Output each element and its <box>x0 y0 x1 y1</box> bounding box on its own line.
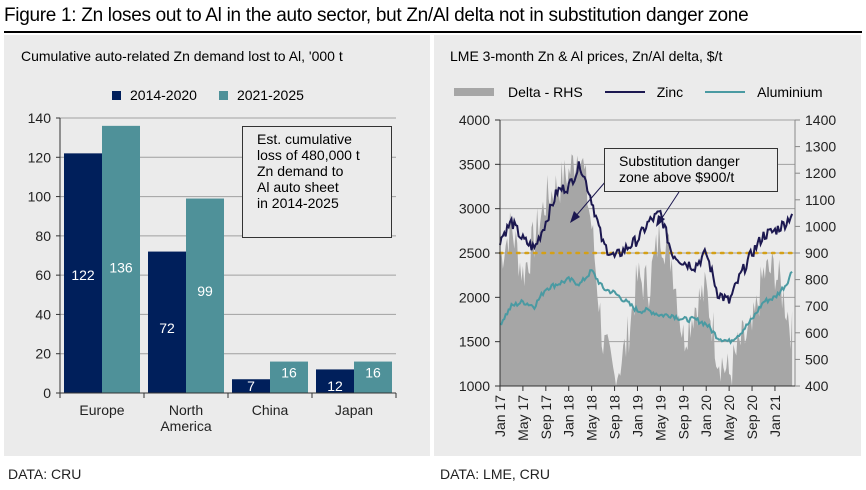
y-tick-label-right: 1100 <box>805 192 835 208</box>
y-tick-label-right: 1300 <box>805 139 836 155</box>
y-tick-label-left: 2500 <box>459 245 490 261</box>
y-tick-label-right: 1000 <box>805 218 836 234</box>
aluminium-line <box>499 269 793 345</box>
legend-swatch-aluminium <box>705 91 746 93</box>
right-legend: Delta - RHS Zinc Aluminium <box>454 84 845 100</box>
right-chart-panel: LME 3-month Zn & Al prices, Zn/Al delta,… <box>434 35 861 456</box>
bar-chart-annotation: Est. cumulative loss of 480,000 t Zn dem… <box>242 126 392 238</box>
x-tick-label: America <box>160 418 212 434</box>
zinc-line <box>499 161 794 304</box>
bar-2014-2020 <box>316 369 354 393</box>
data-label: 16 <box>281 365 297 381</box>
x-tick-label: Sep 18 <box>607 395 623 440</box>
y-tick-label: 40 <box>35 306 51 322</box>
y-tick-label-left: 3500 <box>459 156 490 172</box>
bar-2014-2020 <box>232 379 270 393</box>
y-tick-label: 140 <box>28 110 52 126</box>
bar-2021-2025 <box>186 198 224 393</box>
legend-swatch-teal <box>218 90 228 100</box>
data-label: 122 <box>71 267 95 283</box>
x-tick-label: Sep 17 <box>538 395 554 440</box>
legend-swatch-zinc <box>604 91 645 93</box>
y-tick-label-right: 700 <box>805 298 829 314</box>
left-chart-title: Cumulative auto-related Zn demand lost t… <box>21 48 343 64</box>
legend-item-2014-2020: 2014-2020 <box>112 87 197 103</box>
y-tick-label-left: 2000 <box>459 289 490 305</box>
bar-2021-2025 <box>354 361 392 393</box>
line-chart: 1000 1500 2000 2500 3000 3500 4000 400 500 600 700… <box>459 112 837 441</box>
x-tick-label: Europe <box>79 402 124 418</box>
x-tick-label: Jan 21 <box>767 395 783 437</box>
data-label: 7 <box>247 378 255 394</box>
annotation-arrow-2 <box>659 191 680 222</box>
data-label: 12 <box>327 378 343 394</box>
x-tick-label: Jan 18 <box>561 395 577 437</box>
line-chart-annotation: Substitution danger zone above $900/t <box>604 148 778 192</box>
legend-item-aluminium: Aluminium <box>705 84 823 100</box>
legend-label: 2014-2020 <box>130 87 197 103</box>
x-tick-label: Jan 17 <box>492 395 508 437</box>
bar-chart: 0 20 40 60 80 100 120 140 122 136 Europe 72 99 NorthA… <box>28 110 397 434</box>
legend-item-zinc: Zinc <box>604 84 684 100</box>
legend-label: Aluminium <box>757 84 823 100</box>
bar-2014-2020 <box>148 251 186 393</box>
x-tick-label: Japan <box>335 402 373 418</box>
legend-item-2021-2025: 2021-2025 <box>218 87 304 103</box>
legend-label: 2021-2025 <box>236 87 304 103</box>
y-tick-label-left: 1000 <box>459 378 490 394</box>
y-tick-label-right: 1200 <box>805 165 836 181</box>
annotation-arrowhead-1 <box>570 211 580 223</box>
bar-2014-2020 <box>64 153 102 393</box>
x-tick-label: Sep 19 <box>675 395 691 440</box>
y-tick-label-right: 600 <box>805 325 829 341</box>
y-tick-label: 20 <box>35 346 51 362</box>
figure-title: Figure 1: Zn loses out to Al in the auto… <box>4 5 749 26</box>
data-label: 99 <box>197 283 213 299</box>
title-rule <box>4 31 862 33</box>
y-tick-label-right: 500 <box>805 351 829 367</box>
bar-2021-2025 <box>102 125 140 393</box>
y-tick-label-right: 800 <box>805 272 829 288</box>
x-tick-label: May 20 <box>721 395 737 441</box>
right-chart-title: LME 3-month Zn & Al prices, Zn/Al delta,… <box>450 48 723 64</box>
data-label: 136 <box>109 259 133 275</box>
y-tick-label: 120 <box>28 149 52 165</box>
legend-swatch-delta <box>454 88 494 96</box>
annotation-arrowhead-2 <box>656 215 665 227</box>
x-tick-label: China <box>252 402 289 418</box>
y-tick-label: 60 <box>35 267 51 283</box>
x-tick-label: May 17 <box>515 395 531 441</box>
x-tick-label: May 18 <box>584 395 600 441</box>
x-tick-label: Sep 20 <box>744 395 760 440</box>
annotation-arrow-1 <box>574 180 607 218</box>
y-tick-label-left: 1500 <box>459 334 490 350</box>
y-tick-label-right: 400 <box>805 378 829 394</box>
y-tick-label-right: 1400 <box>805 112 836 128</box>
y-tick-label-left: 4000 <box>459 112 490 128</box>
delta-area <box>500 154 793 386</box>
x-tick-label: North <box>169 402 203 418</box>
legend-item-delta: Delta - RHS <box>454 84 583 100</box>
legend-label: Zinc <box>656 84 684 100</box>
data-label: 16 <box>365 365 381 381</box>
x-tick-label: May 19 <box>652 395 668 441</box>
y-tick-label-left: 3000 <box>459 201 490 217</box>
legend-label: Delta - RHS <box>508 84 583 100</box>
y-tick-label: 100 <box>28 189 52 205</box>
data-label: 72 <box>159 320 175 336</box>
right-source: DATA: LME, CRU <box>440 466 550 482</box>
y-tick-label: 80 <box>35 228 51 244</box>
y-tick-label-right: 900 <box>805 245 829 261</box>
left-chart-panel: Cumulative auto-related Zn demand lost t… <box>4 35 430 456</box>
y-tick-label: 0 <box>43 385 51 401</box>
x-tick-label: Jan 20 <box>698 395 714 437</box>
left-source: DATA: CRU <box>8 466 82 482</box>
left-legend: 2014-2020 2021-2025 <box>112 87 326 103</box>
bar-2021-2025 <box>270 361 308 393</box>
x-tick-label: Jan 19 <box>629 395 645 437</box>
legend-swatch-navy <box>112 90 121 100</box>
